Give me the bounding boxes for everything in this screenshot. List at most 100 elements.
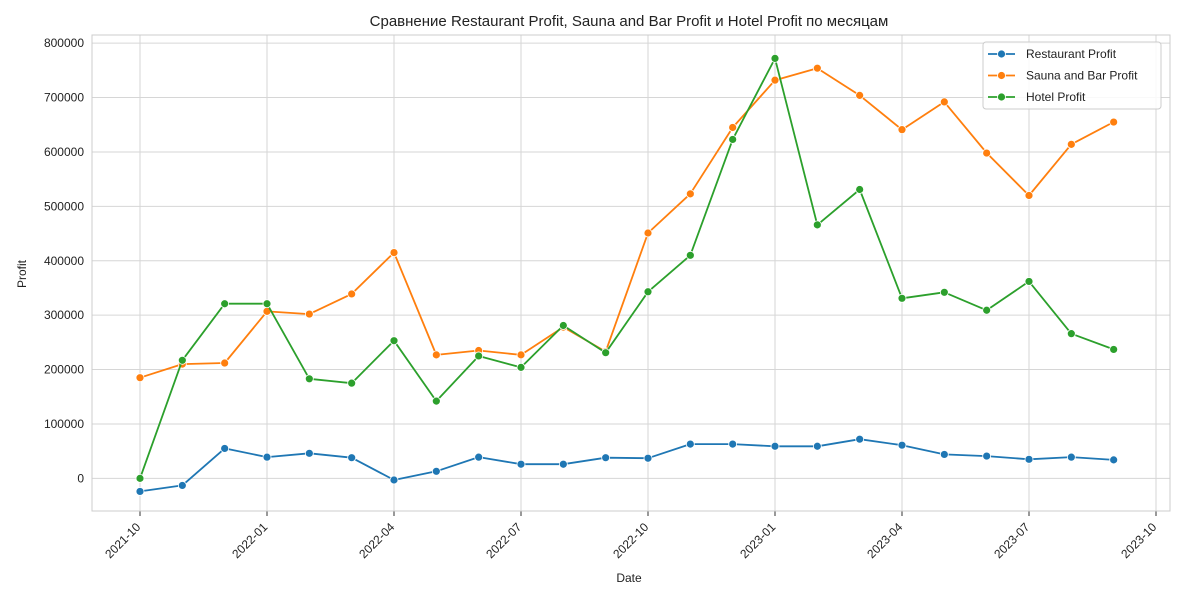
chart-title: Сравнение Restaurant Profit, Sauna and B… (370, 13, 889, 30)
data-point (135, 373, 145, 383)
x-axis-label: Date (616, 571, 642, 585)
data-point (1066, 139, 1076, 149)
data-point (262, 299, 272, 309)
data-point (643, 228, 653, 238)
data-point (939, 97, 949, 107)
data-point (431, 466, 441, 476)
data-point (389, 336, 399, 346)
data-point (685, 189, 695, 199)
data-point (1109, 455, 1119, 465)
data-point (939, 450, 949, 459)
data-point (516, 362, 526, 372)
legend-marker (997, 92, 1006, 102)
data-point (1024, 277, 1034, 286)
y-tick-label: 200000 (44, 363, 84, 377)
data-point (135, 473, 145, 483)
data-point (728, 439, 738, 449)
y-tick-label: 500000 (44, 199, 84, 213)
data-point (516, 350, 526, 360)
legend-label: Sauna and Bar Profit (1026, 69, 1138, 83)
data-point (135, 487, 145, 496)
data-point (304, 309, 314, 319)
x-tick-label: 2021-10 (102, 520, 143, 561)
grid (92, 35, 1170, 511)
data-point (177, 481, 187, 490)
series-line (139, 67, 1115, 379)
series-line (139, 438, 1114, 493)
x-tick-label: 2023-04 (864, 520, 905, 561)
data-point (304, 374, 314, 384)
data-point (982, 451, 992, 461)
data-point (1024, 454, 1034, 464)
series-restaurant-profit (135, 434, 1119, 496)
data-point (812, 220, 822, 230)
data-point (558, 321, 568, 330)
data-point (643, 453, 653, 463)
y-axis-label: Profit (15, 259, 29, 288)
legend-marker (997, 49, 1006, 59)
data-point (855, 434, 865, 444)
legend: Restaurant Profit Sauna and Bar Profit Hot… (982, 41, 1162, 110)
data-point (347, 289, 357, 299)
series-group (135, 53, 1119, 496)
data-point (812, 441, 822, 451)
x-tick-label: 2023-01 (737, 520, 778, 561)
data-point (220, 299, 230, 309)
legend-marker (997, 71, 1006, 80)
data-point (389, 248, 399, 258)
x-tick-label: 2023-10 (1118, 520, 1159, 561)
x-tick-label: 2022-04 (356, 520, 397, 561)
data-point (1024, 191, 1034, 200)
y-tick-label: 0 (77, 471, 84, 485)
series-hotel-profit (135, 53, 1119, 483)
plot-frame (91, 34, 1171, 512)
x-tick-label: 2023-07 (991, 520, 1032, 561)
data-point (389, 475, 399, 485)
data-point (728, 123, 738, 132)
y-tick-label: 600000 (44, 145, 84, 159)
data-point (982, 305, 992, 315)
data-point (770, 441, 780, 451)
data-point (474, 351, 484, 361)
y-tick-label: 800000 (44, 36, 84, 50)
data-point (897, 440, 907, 450)
data-point (897, 293, 907, 303)
x-tick-label: 2022-10 (610, 520, 651, 561)
data-point (897, 125, 907, 135)
data-point (1109, 117, 1119, 127)
data-point (516, 459, 526, 469)
data-point (770, 75, 780, 85)
data-point (855, 90, 865, 100)
data-point (220, 444, 230, 453)
data-point (855, 185, 865, 194)
legend-box (982, 41, 1162, 110)
data-point (643, 287, 653, 297)
data-point (558, 459, 568, 469)
data-point (601, 453, 611, 463)
data-point (220, 358, 230, 368)
data-point (1066, 452, 1076, 462)
data-point (685, 439, 695, 449)
y-tick-label: 400000 (44, 254, 84, 268)
data-point (728, 135, 738, 144)
x-tick-label: 2022-01 (229, 520, 270, 561)
y-tick-label: 300000 (44, 308, 84, 322)
data-point (601, 348, 611, 358)
data-point (431, 396, 441, 406)
data-point (347, 378, 357, 388)
x-tick-label: 2022-07 (483, 520, 524, 561)
data-point (431, 350, 441, 360)
data-point (1109, 345, 1119, 354)
data-point (304, 448, 314, 458)
series-line (139, 57, 1115, 479)
legend-label: Restaurant Profit (1026, 47, 1117, 61)
data-point (347, 453, 357, 463)
axes: 0 100000 200000 300000 400000 500000 600000 700… (44, 34, 1171, 561)
legend-label: Hotel Profit (1026, 90, 1086, 104)
data-point (1066, 329, 1076, 339)
data-point (474, 452, 484, 462)
data-point (770, 53, 780, 63)
data-point (177, 355, 187, 365)
